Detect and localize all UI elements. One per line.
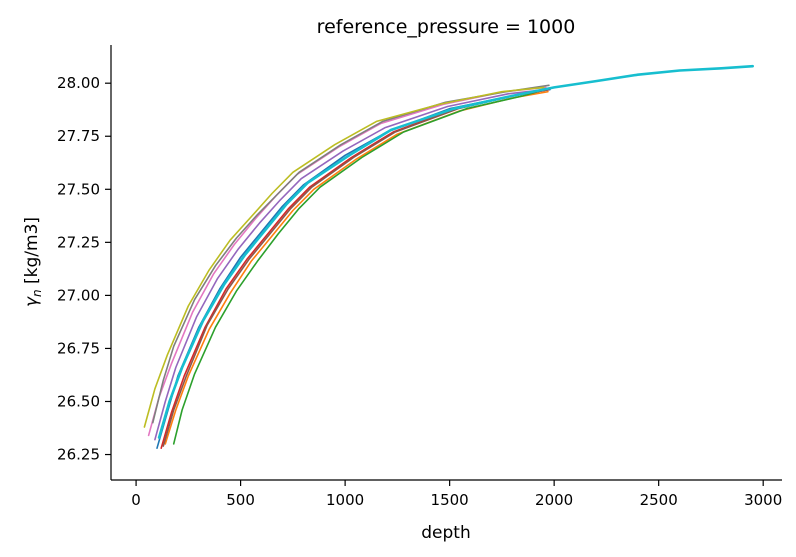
x-tick-label: 1500: [431, 491, 469, 509]
series-line: [164, 90, 549, 445]
series-layer: [143, 64, 755, 450]
series-line: [160, 88, 550, 450]
x-axis-ticks: 0 500 1000 1500 2000 2500 3000: [131, 480, 782, 509]
series-line: [147, 86, 547, 437]
series-line: [154, 88, 547, 441]
series-line: [172, 88, 547, 445]
chart-title: reference_pressure = 1000: [317, 16, 576, 38]
series-line: [157, 64, 755, 439]
y-tick-label: 27.25: [57, 233, 100, 251]
x-tick-label: 3000: [744, 491, 782, 509]
y-tick-label: 26.75: [57, 339, 100, 357]
x-tick-label: 2500: [640, 491, 678, 509]
series-line: [156, 88, 551, 450]
x-axis-label: depth: [421, 523, 470, 543]
y-tick-label: 27.75: [57, 127, 100, 145]
y-axis-label: γn [kg/m3]: [22, 217, 44, 307]
y-axis-ticks: 26.25 26.50 26.75 27.00 27.25 27.50 27.75 28.00: [57, 74, 111, 464]
y-tick-label: 26.25: [57, 446, 100, 464]
y-axis-label-unit: [kg/m3]: [22, 217, 42, 289]
series-line: [162, 88, 549, 447]
y-tick-label: 27.00: [57, 286, 100, 304]
x-tick-label: 2000: [535, 491, 573, 509]
y-tick-label: 28.00: [57, 74, 100, 92]
y-axis-label-symbol: γ: [22, 296, 42, 307]
y-tick-label: 27.50: [57, 180, 100, 198]
x-tick-label: 0: [131, 491, 141, 509]
y-axis-label-subscript: n: [30, 289, 44, 297]
x-tick-label: 1000: [326, 491, 364, 509]
y-tick-label: 26.50: [57, 392, 100, 410]
x-tick-label: 500: [226, 491, 255, 509]
series-line: [143, 86, 545, 428]
